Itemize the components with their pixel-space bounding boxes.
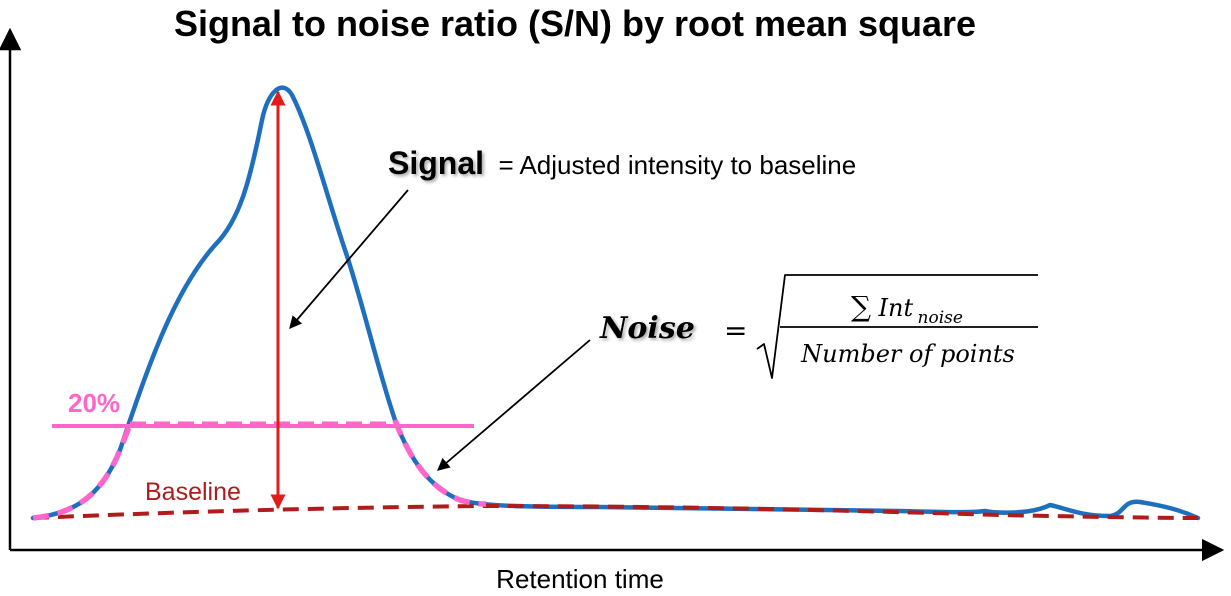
baseline-line bbox=[32, 503, 1199, 520]
noise-equals: = bbox=[724, 314, 747, 347]
noise-word: Noise bbox=[599, 311, 695, 346]
noise-denominator: Number of points bbox=[800, 340, 1015, 368]
noise-region-left bbox=[32, 423, 133, 521]
noise-region-right bbox=[392, 419, 487, 507]
signal-pointer bbox=[289, 189, 409, 329]
signal-word: Signal bbox=[388, 145, 484, 181]
noise-numerator: ∑ Int noise bbox=[851, 290, 963, 328]
noise-pointer bbox=[437, 339, 591, 471]
threshold-label: 20% bbox=[68, 388, 120, 418]
signal-definition: = Adjusted intensity to baseline bbox=[498, 150, 856, 180]
baseline-label: Baseline bbox=[145, 478, 241, 506]
x-axis-label: Retention time bbox=[496, 564, 664, 594]
sqrt-sign bbox=[756, 274, 1038, 379]
diagram-title: Signal to noise ratio (S/N) by root mean… bbox=[174, 3, 976, 44]
signal-annotation: Signal = Adjusted intensity to baseline bbox=[388, 145, 856, 181]
